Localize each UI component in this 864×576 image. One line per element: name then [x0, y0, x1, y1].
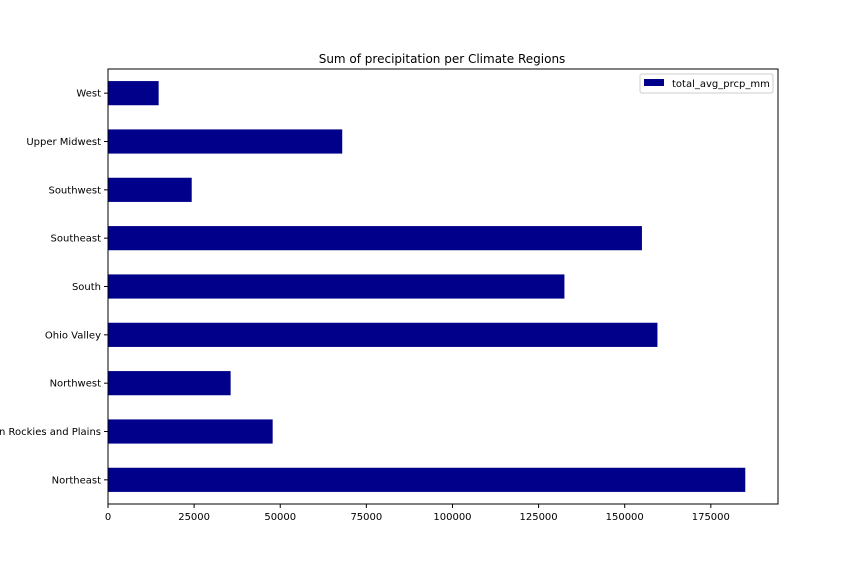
x-tick-label: 75000 [350, 512, 382, 523]
x-tick-label: 150000 [606, 512, 644, 523]
bar [108, 419, 273, 444]
chart-title: Sum of precipitation per Climate Regions [319, 52, 566, 66]
y-axis: Northeast n Rockies and Plains Northwest Oh… [0, 89, 108, 486]
legend-box [639, 73, 774, 94]
x-tick-label: 0 [105, 512, 111, 523]
y-tick-label: Northeast [52, 475, 101, 486]
plot-frame [107, 68, 779, 505]
x-axis: 0 25000 50000 75000 100000 125000 150000 175000 [105, 504, 730, 523]
y-tick-label: Ohio Valley [45, 330, 101, 341]
y-tick-label: West [76, 89, 101, 100]
y-tick-label: Southwest [48, 185, 101, 196]
bar [108, 177, 192, 202]
bar [108, 371, 231, 396]
bar [108, 226, 642, 251]
bar [108, 322, 658, 347]
x-tick-label: 125000 [519, 512, 557, 523]
x-tick-label: 25000 [178, 512, 210, 523]
legend: total_avg_prcp_mm [639, 73, 774, 94]
x-tick-label: 50000 [264, 512, 296, 523]
bars-layer [108, 81, 746, 492]
bar [108, 274, 565, 299]
y-tick-label: South [72, 282, 101, 293]
x-tick-label: 100000 [433, 512, 471, 523]
bar [108, 81, 159, 106]
y-tick-label: n Rockies and Plains [0, 427, 101, 438]
y-tick-label: Southeast [51, 234, 102, 245]
y-tick-label: Upper Midwest [26, 137, 101, 148]
x-tick-label: 175000 [692, 512, 730, 523]
bar [108, 129, 343, 154]
legend-label: total_avg_prcp_mm [672, 79, 770, 90]
legend-swatch [644, 79, 664, 86]
y-tick-label: Northwest [50, 379, 102, 390]
bar [108, 467, 746, 492]
